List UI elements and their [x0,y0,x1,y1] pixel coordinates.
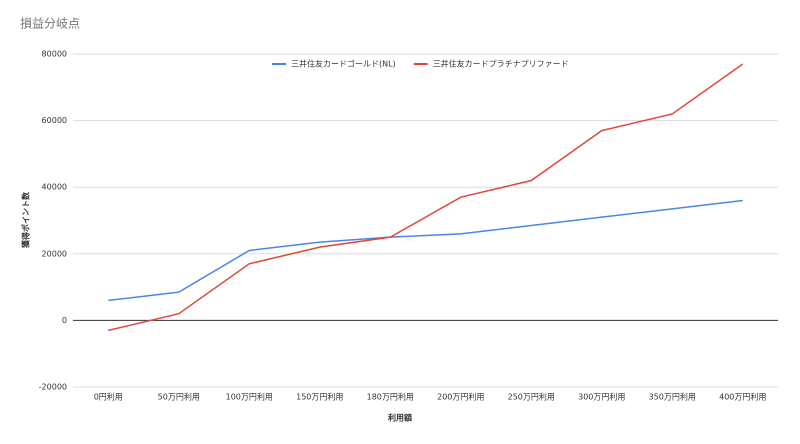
x-tick-label: 0円利用 [94,392,123,402]
y-axis-label: 獲得ポイント数 [21,191,31,248]
x-tick-label: 250万円利用 [508,392,555,402]
x-tick-label: 300万円利用 [578,392,625,402]
x-tick-label: 350万円利用 [649,392,696,402]
x-tick-label: 50万円利用 [158,392,200,402]
x-tick-label: 400万円利用 [719,392,766,402]
y-tick-label: 40000 [42,183,67,192]
y-tick-label: 0 [62,316,67,325]
y-tick-label: 20000 [42,249,67,258]
y-tick-label: 60000 [42,116,67,125]
x-tick-label: 200万円利用 [437,392,484,402]
x-tick-label: 100万円利用 [226,392,273,402]
series-line [108,199,743,302]
x-tick-label: 150万円利用 [296,392,343,402]
x-axis-label: 利用額 [387,413,412,423]
y-tick-label: -20000 [39,383,67,392]
legend-label: 三井住友カードゴールド(NL) [291,59,396,69]
y-tick-label: 80000 [42,50,67,59]
x-tick-label: 180万円利用 [367,392,414,402]
series-line [108,63,744,332]
chart-title: 損益分岐点 [20,16,80,31]
legend-label: 三井住友カードプラチナプリファード [433,59,569,69]
